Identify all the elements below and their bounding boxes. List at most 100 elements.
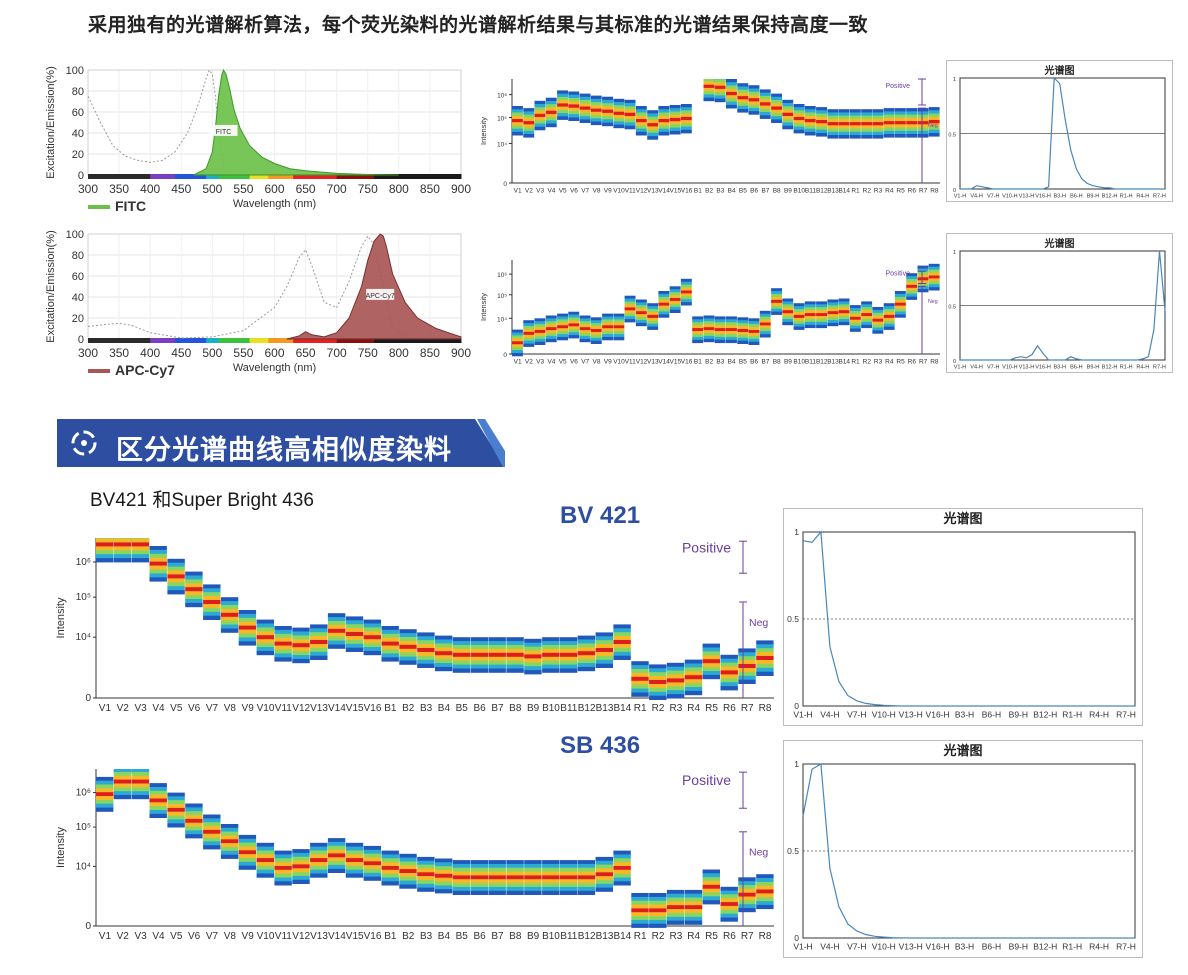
heat-cell <box>545 330 557 334</box>
x-tick-label: V4-H <box>970 194 983 200</box>
heat-cell <box>756 640 774 645</box>
heat-cell <box>523 127 535 132</box>
y-tick-label: 0 <box>503 352 507 359</box>
heat-cell <box>579 315 591 319</box>
x-tick-label: V4-H <box>820 710 839 720</box>
heat-cell <box>738 888 756 893</box>
wavelength-band <box>426 338 431 343</box>
heat-cell <box>917 117 929 122</box>
heat-cell <box>928 266 940 270</box>
heat-cell <box>816 318 827 323</box>
heat-cell <box>602 122 613 127</box>
heat-cell <box>310 865 328 870</box>
heat-cell <box>577 659 596 664</box>
heat-cell <box>417 663 435 668</box>
heat-column <box>793 303 805 330</box>
heat-cell <box>738 908 756 913</box>
heat-cell <box>256 842 274 847</box>
heat-cell <box>363 845 381 851</box>
x-tick-label: 350 <box>109 182 129 196</box>
heat-cell <box>680 296 692 300</box>
heat-cell <box>579 103 591 107</box>
heat-cell <box>381 858 399 863</box>
wavelength-band <box>408 338 412 343</box>
heat-cell <box>827 320 839 324</box>
heat-cell <box>238 613 257 619</box>
heat-cell <box>579 116 591 120</box>
heat-cell <box>577 871 596 876</box>
heat-cell <box>203 604 221 609</box>
emission-area <box>286 233 462 340</box>
x-axis-label: Wavelength (nm) <box>233 362 316 374</box>
heat-cell <box>827 125 839 129</box>
heat-cell <box>894 296 906 301</box>
heat-cell <box>838 301 850 305</box>
heat-cell <box>635 322 647 327</box>
heat-cell <box>185 815 203 820</box>
y-tick-label: 20 <box>72 149 84 161</box>
heat-cell <box>838 319 850 323</box>
heat-cell <box>782 307 794 311</box>
wavelength-band <box>355 338 359 343</box>
heat-column <box>872 109 884 139</box>
heat-cell <box>310 632 328 637</box>
heat-cell <box>748 111 760 115</box>
heat-cell <box>669 121 681 125</box>
x-tick-label: R3 <box>669 931 682 942</box>
wavelength-band <box>383 338 387 343</box>
heat-cell <box>417 640 435 645</box>
heat-column <box>649 664 667 700</box>
heat-cell <box>470 660 489 665</box>
x-tick-label: V5 <box>559 359 567 366</box>
x-tick-label: V15 <box>670 188 682 195</box>
heat-cell <box>726 328 737 332</box>
heat-cell <box>452 860 471 865</box>
y-tick-label: 0 <box>953 359 956 365</box>
x-tick-label: B4 <box>438 931 451 942</box>
wavelength-band <box>311 338 316 343</box>
heat-cell <box>292 655 310 660</box>
heat-cell <box>613 854 631 859</box>
heat-cell <box>557 113 568 117</box>
x-tick-label: V2 <box>117 931 130 942</box>
heat-cell <box>167 586 185 591</box>
heat-cell <box>512 329 523 333</box>
heat-cell <box>577 647 596 652</box>
wavelength-band <box>414 338 418 343</box>
heat-column <box>631 893 649 928</box>
heat-cell <box>310 624 328 629</box>
heat-cell <box>452 637 471 642</box>
heat-cell <box>435 866 453 871</box>
heat-cell <box>649 695 667 700</box>
heat-cell <box>488 871 506 876</box>
heat-cell <box>928 120 940 124</box>
x-tick-label: B14 <box>838 359 850 366</box>
wavelength-band <box>187 174 192 179</box>
heat-cell <box>203 833 221 838</box>
x-tick-label: V1-H <box>793 942 812 952</box>
heat-cell <box>726 85 737 90</box>
heat-cell <box>658 115 670 120</box>
heat-cell <box>613 118 625 122</box>
heat-cell <box>545 123 557 128</box>
heat-cell <box>327 617 346 622</box>
heat-cell <box>185 595 203 600</box>
heat-column <box>149 783 167 818</box>
heat-cell <box>167 811 185 816</box>
heat-cell <box>417 652 435 657</box>
heat-cell <box>793 314 805 319</box>
heat-cell <box>748 104 760 109</box>
heat-cell <box>220 827 239 832</box>
y-tick-label: 1 <box>794 527 799 537</box>
heat-column <box>577 635 596 672</box>
heat-cell <box>635 119 647 123</box>
heat-cell <box>545 327 557 331</box>
heat-column <box>579 315 591 343</box>
heat-cell <box>435 651 453 656</box>
x-tick-label: R4-H <box>1136 365 1149 371</box>
heat-cell <box>590 332 602 336</box>
heat-cell <box>524 646 542 651</box>
heat-cell <box>827 308 839 312</box>
heat-cell <box>327 849 346 854</box>
heat-cell <box>883 130 895 135</box>
